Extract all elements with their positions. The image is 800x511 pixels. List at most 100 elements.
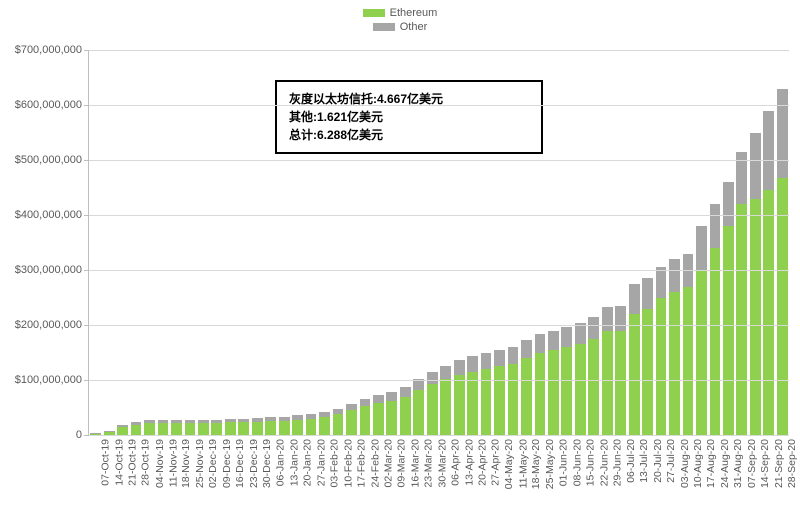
x-axis-label: 25-May-20 xyxy=(544,439,556,489)
legend-item-ethereum: Ethereum xyxy=(0,6,800,20)
bar-segment-ethereum xyxy=(346,410,357,435)
y-axis-label: $700,000,000 xyxy=(15,44,82,56)
gridline xyxy=(89,435,789,436)
y-tick xyxy=(84,270,89,271)
bar xyxy=(587,50,600,435)
x-axis-label: 30-Dec-19 xyxy=(261,439,273,488)
bar-segment-other xyxy=(467,356,478,371)
bar-segment-other xyxy=(185,420,196,423)
bar-segment-other xyxy=(723,182,734,226)
bar xyxy=(318,50,331,435)
bar xyxy=(479,50,492,435)
bar-segment-ethereum xyxy=(494,366,505,435)
bar-segment-ethereum xyxy=(561,347,572,435)
bar-segment-other xyxy=(386,392,397,401)
bar-segment-ethereum xyxy=(427,384,438,435)
x-axis-label: 06-Apr-20 xyxy=(450,439,462,486)
bar xyxy=(560,50,573,435)
bar-segment-ethereum xyxy=(602,331,613,436)
bar xyxy=(183,50,196,435)
bar-segment-ethereum xyxy=(131,425,142,435)
bar xyxy=(412,50,425,435)
x-axis-label: 03-Aug-20 xyxy=(679,439,691,488)
bar-segment-ethereum xyxy=(158,423,169,435)
x-axis-label: 25-Nov-19 xyxy=(194,439,206,488)
bar-segment-other xyxy=(561,327,572,347)
bar-segment-other xyxy=(777,89,788,178)
bars-container xyxy=(89,50,789,435)
bar-segment-ethereum xyxy=(373,403,384,435)
bar-segment-ethereum xyxy=(292,420,303,435)
gridline xyxy=(89,270,789,271)
x-axis-labels: 07-Oct-1914-Oct-1921-Oct-1928-Oct-1904-N… xyxy=(88,439,788,509)
bar-segment-other xyxy=(656,267,667,297)
x-axis-label: 24-Aug-20 xyxy=(719,439,731,488)
bar xyxy=(547,50,560,435)
gridline xyxy=(89,380,789,381)
bar-segment-ethereum xyxy=(225,422,236,435)
bar xyxy=(277,50,290,435)
bar-segment-other xyxy=(575,323,586,344)
x-axis-label: 04-Nov-19 xyxy=(154,439,166,488)
x-axis-label: 06-Jul-20 xyxy=(625,439,637,483)
bar xyxy=(129,50,142,435)
bar xyxy=(116,50,129,435)
gridline xyxy=(89,105,789,106)
x-axis-label: 15-Jun-20 xyxy=(584,439,596,486)
x-axis-label: 31-Aug-20 xyxy=(732,439,744,488)
x-axis-label: 07-Oct-19 xyxy=(100,439,112,486)
bar-segment-other xyxy=(319,412,330,417)
legend: Ethereum Other xyxy=(0,6,800,34)
bar-segment-other xyxy=(440,366,451,379)
legend-label-ethereum: Ethereum xyxy=(390,6,438,20)
x-axis-label: 20-Jul-20 xyxy=(652,439,664,483)
bar-segment-ethereum xyxy=(400,397,411,436)
bar xyxy=(735,50,748,435)
bar xyxy=(210,50,223,435)
bar-segment-ethereum xyxy=(750,199,761,436)
x-axis-label: 24-Feb-20 xyxy=(369,439,381,487)
bar-segment-other xyxy=(211,420,222,423)
bar-segment-other xyxy=(750,133,761,199)
y-axis-label: $600,000,000 xyxy=(15,99,82,111)
bar-segment-ethereum xyxy=(185,423,196,435)
bar-segment-other xyxy=(279,417,290,421)
x-axis-label: 27-Apr-20 xyxy=(490,439,502,486)
x-axis-label: 01-Jun-20 xyxy=(557,439,569,486)
bar xyxy=(170,50,183,435)
bar-segment-ethereum xyxy=(615,331,626,436)
bar xyxy=(466,50,479,435)
y-tick xyxy=(84,105,89,106)
bar xyxy=(89,50,102,435)
bar-segment-other xyxy=(198,420,209,423)
x-axis-label: 18-Nov-19 xyxy=(181,439,193,488)
x-axis-label: 29-Jun-20 xyxy=(611,439,623,486)
bar-segment-ethereum xyxy=(333,414,344,435)
bar-segment-ethereum xyxy=(171,423,182,435)
bar xyxy=(358,50,371,435)
x-axis-label: 07-Sep-20 xyxy=(746,439,758,488)
bar xyxy=(143,50,156,435)
bar-segment-other xyxy=(481,353,492,370)
legend-item-other: Other xyxy=(0,20,800,34)
y-axis-label: 0 xyxy=(76,429,82,441)
bar-segment-ethereum xyxy=(467,372,478,435)
x-axis-label: 28-Oct-19 xyxy=(140,439,152,486)
bar-segment-ethereum xyxy=(588,339,599,435)
bar xyxy=(156,50,169,435)
bar xyxy=(493,50,506,435)
bar-segment-other xyxy=(90,433,101,434)
bar-segment-other xyxy=(171,420,182,423)
bar-segment-other xyxy=(454,360,465,374)
y-tick xyxy=(84,215,89,216)
gridline xyxy=(89,325,789,326)
x-axis-label: 22-Jun-20 xyxy=(598,439,610,486)
bar-segment-ethereum xyxy=(440,379,451,435)
bar-segment-other xyxy=(373,395,384,403)
bar-segment-ethereum xyxy=(454,375,465,436)
bar-segment-ethereum xyxy=(642,309,653,436)
bar xyxy=(776,50,789,435)
bar xyxy=(574,50,587,435)
x-axis-label: 04-May-20 xyxy=(504,439,516,489)
bar-segment-other xyxy=(265,417,276,421)
